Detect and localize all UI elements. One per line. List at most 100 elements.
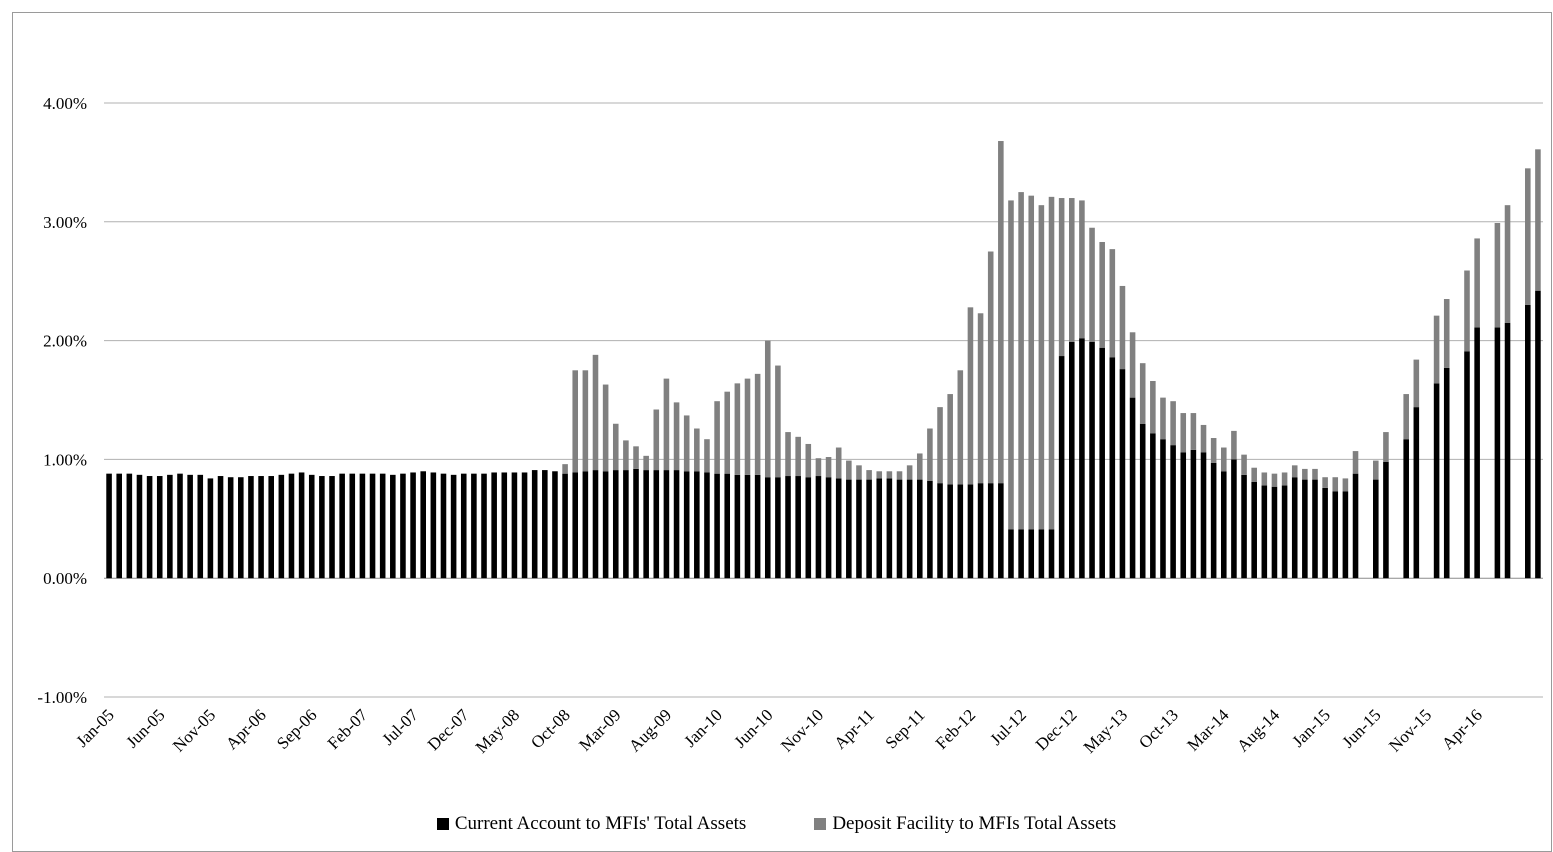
bar-deposit-facility [1079, 200, 1085, 339]
bar-current-account [663, 470, 670, 579]
bar-current-account [1281, 485, 1288, 579]
bar-deposit-facility [1403, 394, 1409, 440]
bar-current-account [1190, 449, 1197, 579]
bar-current-account [319, 476, 325, 579]
bar-deposit-facility [592, 354, 599, 471]
bar-deposit-facility [643, 455, 649, 471]
axes: -1.00%0.00%1.00%2.00%3.00%4.00%Jan-05 Jun… [37, 94, 1486, 757]
bar-deposit-facility [1352, 451, 1359, 474]
bar-current-account [471, 473, 477, 579]
bar-deposit-facility [1433, 315, 1440, 384]
bar-current-account [744, 474, 751, 579]
bar-deposit-facility [1150, 380, 1156, 434]
bar-deposit-facility [704, 439, 710, 473]
bar-current-account [653, 470, 660, 579]
bar-deposit-facility [886, 471, 893, 479]
legend-item-deposit-facility: Deposit Facility to MFIs Total Assets [814, 813, 1116, 835]
bar-deposit-facility [1322, 477, 1328, 488]
bar-deposit-facility [1210, 438, 1217, 463]
bar-deposit-facility [967, 307, 974, 485]
x-tick-label: Nov-10 [777, 705, 827, 755]
bar-current-account [714, 473, 720, 579]
bar-current-account [167, 474, 173, 579]
bar-deposit-facility [795, 436, 801, 477]
bar-deposit-facility [1028, 195, 1035, 530]
bar-current-account [1464, 351, 1470, 579]
bar-current-account [288, 473, 295, 579]
bar-deposit-facility [1038, 205, 1045, 530]
bar-deposit-facility [582, 370, 589, 472]
bar-current-account [1008, 529, 1014, 579]
bar-deposit-facility [1332, 477, 1339, 492]
bar-current-account [957, 484, 964, 579]
bar-current-account [552, 471, 558, 579]
bar-current-account [136, 474, 143, 579]
bar-deposit-facility [927, 428, 933, 481]
bar-current-account [1291, 477, 1298, 579]
bar-current-account [207, 478, 214, 579]
x-tick-label: Jun-05 [122, 705, 168, 751]
bar-current-account [379, 473, 386, 579]
bar-current-account [1129, 397, 1136, 579]
x-tick-label: Mar-09 [575, 705, 624, 754]
bars [106, 141, 1541, 579]
bar-current-account [1312, 479, 1318, 579]
bar-current-account [258, 476, 264, 579]
bar-current-account [156, 476, 163, 579]
bar-current-account [1231, 459, 1237, 579]
x-tick-label: May-08 [472, 705, 523, 756]
bar-deposit-facility [835, 447, 842, 479]
bar-current-account [329, 476, 335, 579]
bar-current-account [876, 478, 883, 579]
bar-current-account [531, 470, 538, 579]
bar-current-account [1261, 485, 1268, 579]
bar-deposit-facility [957, 370, 964, 485]
x-tick-label: Nov-05 [169, 705, 219, 755]
x-tick-label: Feb-12 [932, 705, 979, 752]
bar-deposit-facility [764, 340, 771, 478]
bar-current-account [1433, 383, 1440, 579]
bar-current-account [1028, 529, 1035, 579]
bar-current-account [217, 476, 224, 579]
bar-deposit-facility [977, 313, 984, 484]
bar-deposit-facility [1474, 238, 1480, 328]
legend-swatch-deposit-facility [814, 818, 827, 830]
bar-current-account [359, 473, 366, 579]
bar-current-account [977, 483, 984, 579]
x-tick-label: Jan-10 [680, 705, 725, 750]
x-tick-label: Feb-07 [324, 705, 372, 753]
bar-current-account [238, 477, 244, 579]
bar-deposit-facility [805, 443, 812, 478]
y-tick-label: 3.00% [43, 213, 87, 232]
bar-deposit-facility [906, 465, 913, 480]
x-tick-label: Apr-06 [222, 705, 270, 753]
bar-deposit-facility [1089, 227, 1095, 342]
x-tick-label: Jul-12 [986, 705, 1029, 748]
bar-deposit-facility [734, 383, 741, 475]
bar-deposit-facility [1302, 468, 1308, 480]
bar-current-account [1068, 341, 1075, 579]
bar-current-account [1018, 529, 1024, 579]
bar-current-account [1170, 445, 1176, 579]
bar-deposit-facility [1180, 413, 1187, 453]
bar-current-account [1139, 423, 1146, 579]
bar-deposit-facility [1170, 401, 1176, 446]
bar-current-account [886, 478, 893, 579]
bar-current-account [1200, 452, 1207, 579]
bar-deposit-facility [1139, 363, 1146, 424]
x-tick-label: Sep-11 [882, 705, 929, 752]
x-tick-label: Dec-07 [424, 705, 473, 754]
x-tick-label: Aug-09 [625, 705, 675, 755]
bar-current-account [1058, 356, 1065, 579]
bar-current-account [1474, 327, 1480, 579]
bar-deposit-facility [653, 409, 660, 471]
bar-current-account [633, 468, 639, 579]
bar-deposit-facility [1373, 460, 1379, 480]
bar-current-account [805, 477, 812, 579]
bar-deposit-facility [572, 370, 579, 473]
bar-current-account [106, 473, 112, 579]
bar-deposit-facility [1535, 149, 1541, 291]
bar-current-account [450, 474, 457, 579]
x-tick-label: Dec-12 [1032, 705, 1081, 754]
bar-current-account [1079, 338, 1085, 579]
